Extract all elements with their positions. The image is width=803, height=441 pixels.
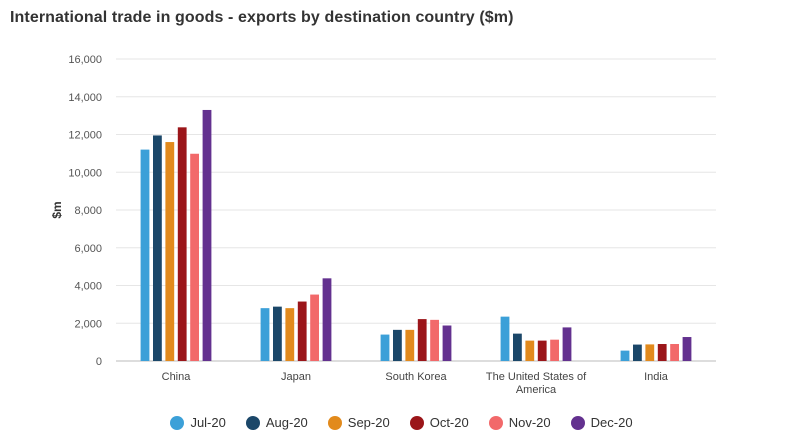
y-tick-label: 14,000 bbox=[68, 92, 102, 104]
bar[interactable] bbox=[380, 334, 390, 361]
legend-item[interactable]: Jul-20 bbox=[170, 415, 226, 430]
y-tick-label: 0 bbox=[96, 356, 102, 368]
bar[interactable] bbox=[670, 344, 679, 361]
bar[interactable] bbox=[177, 127, 187, 361]
y-tick-label: 16,000 bbox=[68, 54, 102, 66]
bar[interactable] bbox=[525, 340, 535, 361]
legend-label: Aug-20 bbox=[265, 415, 308, 430]
bar[interactable] bbox=[393, 329, 402, 361]
legend-label: Sep-20 bbox=[347, 415, 390, 430]
legend-label: Jul-20 bbox=[190, 415, 226, 430]
bar[interactable] bbox=[682, 337, 692, 361]
y-tick-label: 8,000 bbox=[74, 205, 102, 217]
y-tick-label: 12,000 bbox=[68, 130, 102, 142]
legend-item[interactable]: Dec-20 bbox=[570, 415, 633, 430]
legend-swatch bbox=[327, 415, 342, 430]
bar[interactable] bbox=[500, 316, 510, 361]
bar[interactable] bbox=[273, 306, 282, 361]
bar[interactable] bbox=[430, 319, 439, 361]
legend-swatch bbox=[170, 415, 185, 430]
bar[interactable] bbox=[310, 294, 319, 361]
legend-label: Nov-20 bbox=[508, 415, 551, 430]
x-axis-categories: China Japan South Korea The United States o… bbox=[162, 371, 669, 396]
chart-title: International trade in goods - exports b… bbox=[10, 9, 514, 26]
legend: Jul-20 Aug-20 Sep-20 Oct-20 Nov-20 Dec-20 bbox=[0, 415, 803, 430]
legend-swatch bbox=[570, 415, 585, 430]
bar[interactable] bbox=[260, 308, 270, 361]
gridlines bbox=[116, 58, 716, 362]
bar[interactable] bbox=[285, 308, 295, 361]
bar[interactable] bbox=[633, 344, 642, 361]
y-tick-label: 6,000 bbox=[74, 243, 102, 255]
x-category-label: India bbox=[644, 371, 669, 383]
bar[interactable] bbox=[165, 142, 175, 361]
legend-item[interactable]: Sep-20 bbox=[327, 415, 390, 430]
y-tick-label: 10,000 bbox=[68, 167, 102, 179]
bar[interactable] bbox=[537, 340, 547, 361]
bar[interactable] bbox=[513, 333, 522, 361]
y-axis-title: $m bbox=[50, 201, 64, 218]
bar[interactable] bbox=[297, 301, 307, 361]
bar[interactable] bbox=[442, 325, 452, 361]
legend-item[interactable]: Nov-20 bbox=[488, 415, 551, 430]
bar[interactable] bbox=[153, 135, 162, 361]
bar[interactable] bbox=[645, 344, 655, 361]
legend-swatch bbox=[488, 415, 503, 430]
bar[interactable] bbox=[417, 319, 427, 361]
bar[interactable] bbox=[140, 149, 150, 361]
x-category-label: China bbox=[162, 371, 192, 383]
x-category-label: Japan bbox=[281, 371, 311, 383]
bar[interactable] bbox=[550, 339, 559, 361]
bar[interactable] bbox=[190, 153, 199, 361]
bar[interactable] bbox=[562, 327, 572, 361]
bar[interactable] bbox=[405, 329, 415, 361]
bar[interactable] bbox=[322, 278, 332, 361]
y-axis-ticks: 0 2,000 4,000 6,000 8,000 10,000 12,000 14,000 1… bbox=[68, 54, 102, 368]
legend-swatch bbox=[245, 415, 260, 430]
bar[interactable] bbox=[657, 344, 667, 361]
legend-label: Oct-20 bbox=[429, 415, 469, 430]
x-category-label: South Korea bbox=[385, 371, 447, 383]
bar[interactable] bbox=[620, 350, 630, 361]
y-tick-label: 4,000 bbox=[74, 281, 102, 293]
bar[interactable] bbox=[202, 109, 212, 362]
legend-item[interactable]: Oct-20 bbox=[409, 415, 469, 430]
legend-label: Dec-20 bbox=[590, 415, 633, 430]
legend-item[interactable]: Aug-20 bbox=[245, 415, 308, 430]
bars bbox=[140, 109, 692, 362]
y-tick-label: 2,000 bbox=[74, 318, 102, 330]
legend-swatch bbox=[409, 415, 424, 430]
x-category-label: The United States of America bbox=[486, 371, 587, 396]
